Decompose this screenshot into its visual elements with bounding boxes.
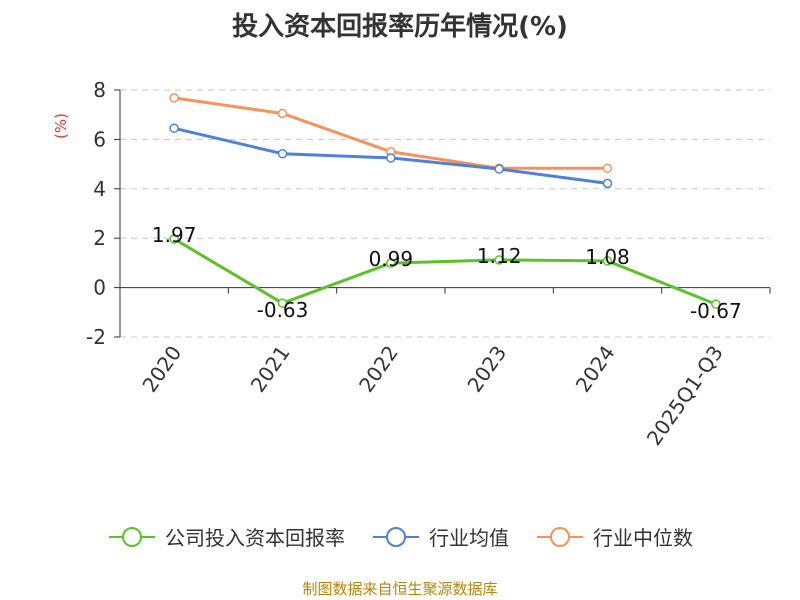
data-point [494, 255, 504, 265]
y-tick-label: 2 [93, 226, 106, 250]
legend-label: 行业均值 [429, 526, 509, 550]
grid-layer [120, 89, 770, 338]
legend-item: 公司投入资本回报率 [107, 522, 345, 551]
data-point [386, 153, 396, 163]
data-label-layer: 1.97 -0.63 0.99 1.12 1.08 -0.67 [152, 223, 742, 323]
data-label: 0.99 [369, 247, 414, 271]
legend-swatch-icon [537, 526, 583, 547]
y-tick-label: -2 [86, 325, 106, 349]
chart-title: 投入资本回报率历年情况(%) [232, 12, 568, 42]
data-point [602, 256, 613, 266]
data-label: 1.12 [477, 244, 522, 268]
data-point [602, 163, 613, 174]
y-tick-label: 4 [93, 177, 106, 201]
legend-item: 行业均值 [371, 522, 509, 551]
legend-swatch-icon [373, 526, 419, 547]
x-tick-label: 2021 [246, 341, 295, 396]
data-point [169, 234, 179, 244]
x-tick-label: 2022 [354, 341, 403, 396]
data-point [494, 164, 504, 174]
legend-label: 行业中位数 [593, 526, 693, 550]
legend-label: 公司投入资本回报率 [165, 526, 345, 550]
data-label: 1.97 [152, 223, 197, 247]
x-tick-label: 2020 [137, 341, 186, 396]
series-layer [169, 93, 721, 309]
x-tick-label: 2024 [571, 341, 620, 396]
data-point [277, 298, 288, 308]
legend-swatch-icon [109, 526, 155, 547]
x-tick-label: 2023 [462, 341, 511, 396]
data-label: -0.63 [257, 298, 309, 322]
data-point [386, 258, 396, 268]
x-tick-label: 2025Q1-Q3 [642, 341, 728, 450]
data-point [602, 178, 613, 189]
data-point [711, 299, 721, 309]
data-point [277, 108, 288, 119]
data-label: -0.67 [690, 299, 742, 323]
y-tick-label: 8 [93, 78, 106, 102]
data-point [169, 93, 179, 103]
data-label: 1.08 [585, 245, 630, 269]
source-footer: 制图数据来自恒生聚源数据库 [302, 580, 498, 598]
legend: 公司投入资本回报率 行业均值 行业中位数 [0, 522, 800, 551]
y-axis-title: (%) [52, 113, 70, 139]
y-tick-label: 0 [93, 276, 106, 300]
y-tick-label: 6 [93, 127, 106, 151]
legend-item: 行业中位数 [535, 522, 693, 551]
data-point [169, 123, 179, 134]
series-line [173, 237, 717, 306]
data-point [277, 148, 288, 159]
